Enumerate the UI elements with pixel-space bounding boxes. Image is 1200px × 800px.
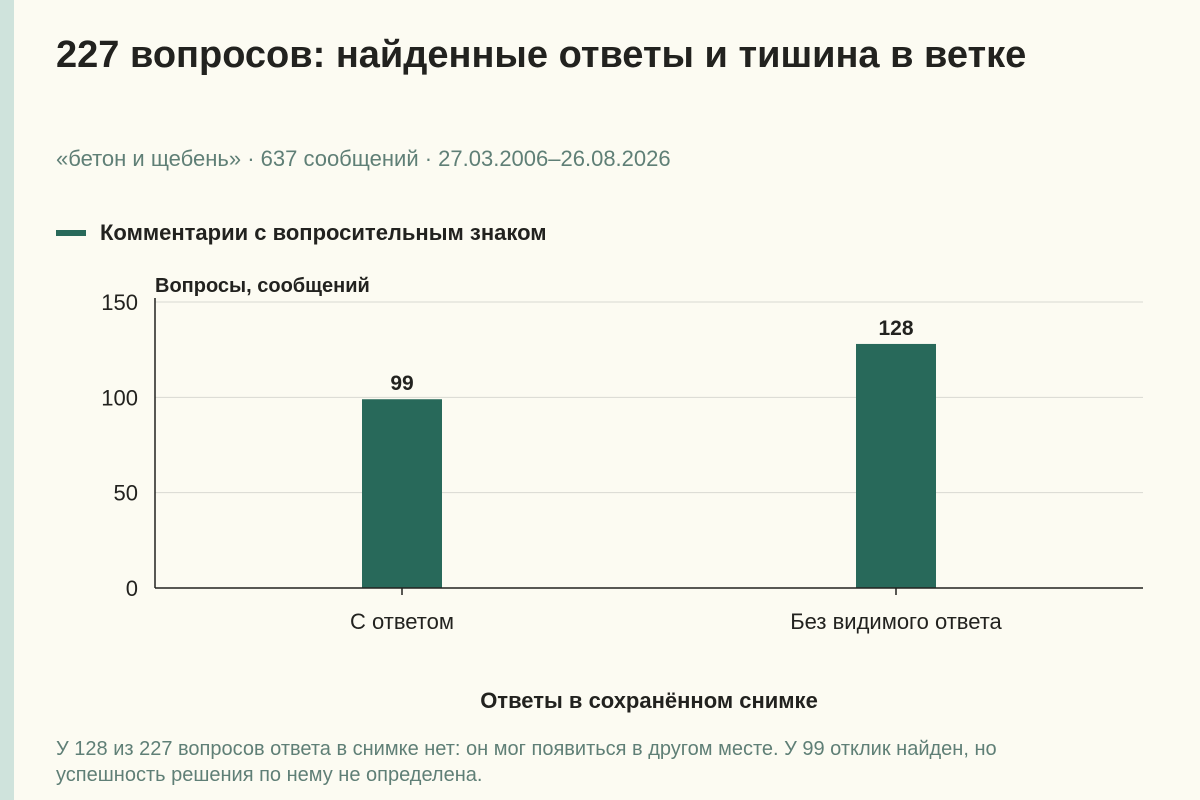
data-label: 128 (878, 317, 913, 340)
chart-caption: У 128 из 227 вопросов ответа в снимке не… (56, 738, 997, 786)
legend-label: Комментарии с вопросительным знаком (100, 220, 547, 245)
legend: Комментарии с вопросительным знаком (56, 218, 547, 248)
x-axis-ticks: С ответом Без видимого ответа (350, 588, 1003, 634)
grid-lines (155, 301, 1143, 494)
y-axis-ticks: 0 50 100 150 (101, 290, 138, 601)
axes (154, 298, 1143, 589)
bar-chart: 0 50 100 150 99 128 С ответом Без видимого от… (101, 275, 1143, 713)
chart-subtitle: «бетон и щебень» · 637 сообщений · 27.03… (56, 146, 671, 171)
legend-swatch (56, 230, 86, 236)
y-tick-label: 50 (114, 481, 138, 506)
bars (362, 343, 936, 588)
x-tick-label: С ответом (350, 609, 454, 634)
y-tick-label: 0 (126, 576, 138, 601)
chart-title: 227 вопросов: найденные ответы и тишина … (56, 34, 1027, 76)
bar (856, 343, 936, 588)
y-tick-label: 150 (101, 290, 138, 315)
data-label: 99 (390, 372, 413, 395)
data-labels: 99 128 (390, 317, 914, 395)
bar (362, 399, 442, 588)
x-tick-label: Без видимого ответа (790, 609, 1002, 634)
x-axis-label: Ответы в сохранённом снимке (480, 688, 818, 713)
accent-strip (0, 0, 14, 800)
y-axis-label: Вопросы, сообщений (155, 275, 370, 297)
y-tick-label: 100 (101, 385, 138, 410)
